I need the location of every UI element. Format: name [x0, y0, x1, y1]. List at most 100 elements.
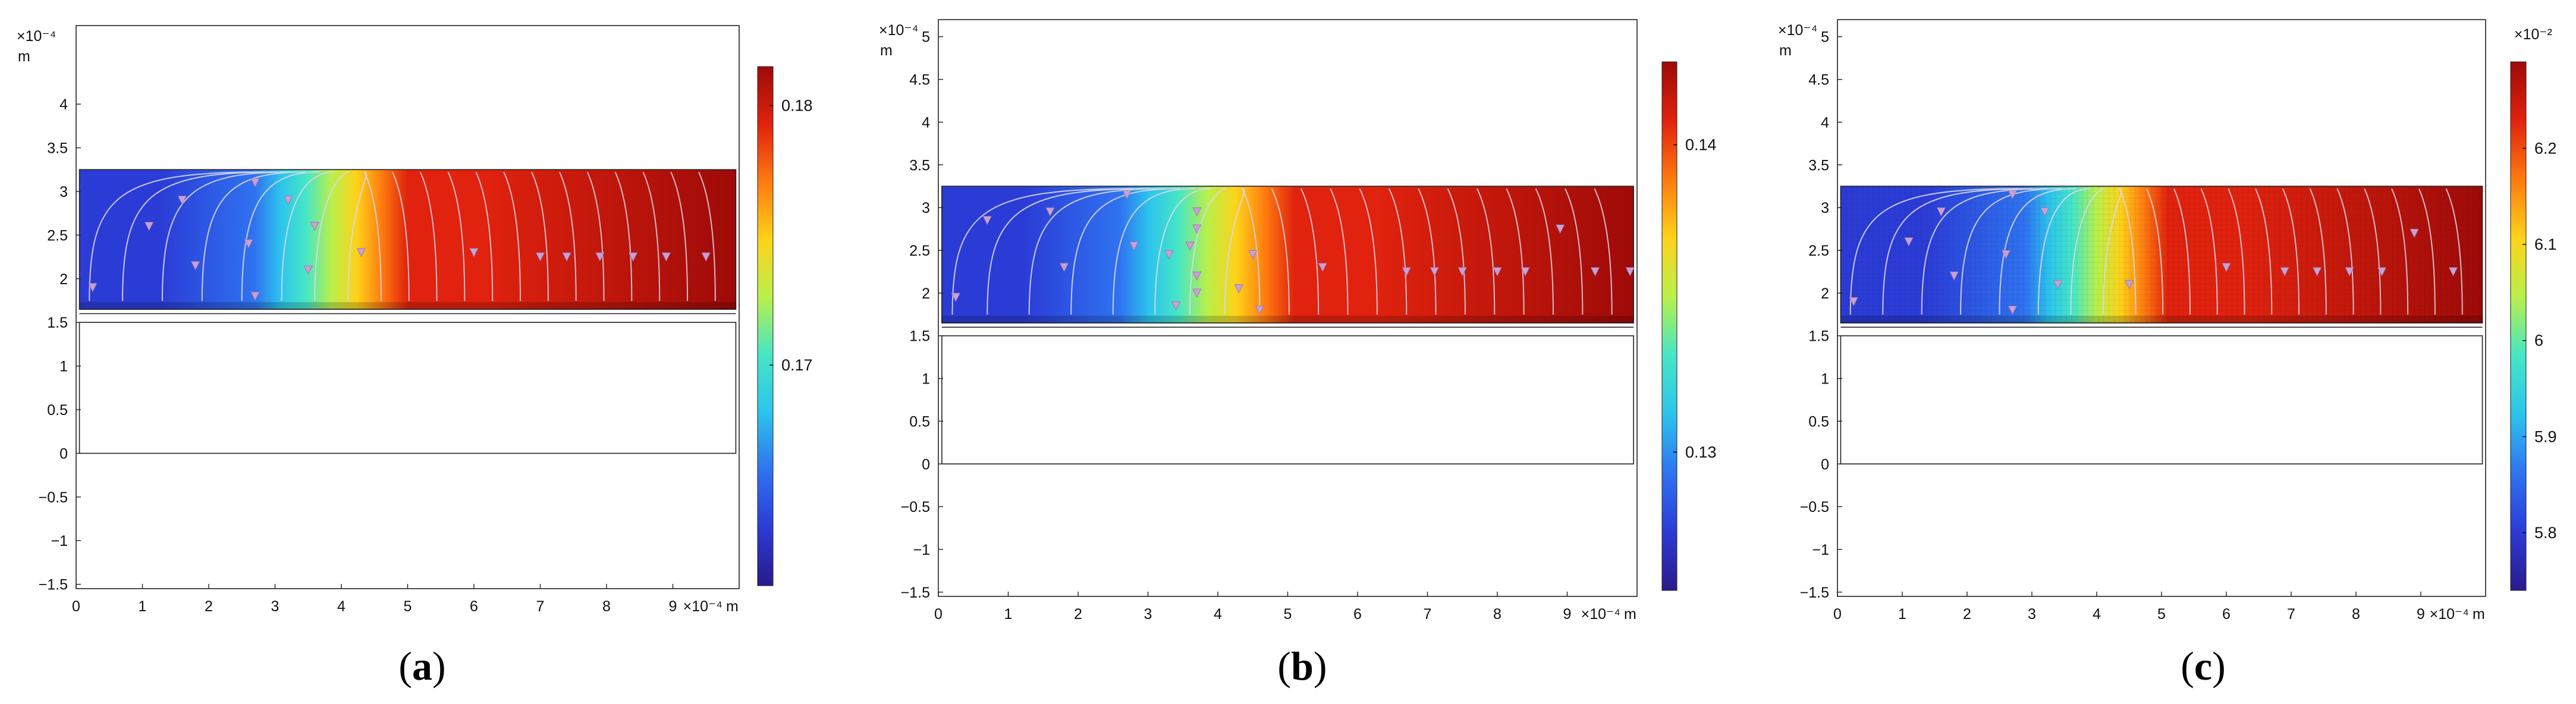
streamline-arrow [1402, 267, 1411, 276]
streamline-arrow [144, 222, 154, 231]
lower-domain-box [1840, 335, 2483, 465]
streamline-arrow [1493, 267, 1502, 276]
streamline-arrow [595, 252, 605, 262]
x-tick-label: 7 [1424, 606, 1432, 623]
y-tick-label: −1 [51, 533, 68, 549]
x-tick-label: 2 [1963, 606, 1971, 623]
y-tick-label: 0.5 [1808, 413, 1829, 430]
panel-2: 0 1 2 3 4 5 6 7 8 9 ×10⁻⁴ m−1.5−1−0.500.511.522.533… [1778, 19, 2557, 689]
y-tick-label: 0 [59, 445, 68, 462]
y-tick-label: −1.5 [39, 577, 68, 593]
colorbar-tick-label: 6 [2534, 332, 2543, 350]
y-tick-label: 5 [922, 29, 930, 46]
x-tick-label: 3 [2028, 606, 2036, 623]
streamline-arrow [2345, 267, 2354, 276]
y-tick-label: 4.5 [1808, 72, 1829, 89]
streamline-arrow [250, 291, 260, 301]
y-unit-label: m [880, 42, 893, 59]
x-tick-label: 8 [1493, 606, 1501, 623]
streamline-arrow [1904, 237, 1914, 247]
streamline-arrow [469, 248, 479, 257]
streamline-arrow [951, 293, 961, 302]
y-tick-label: 4.5 [909, 72, 930, 89]
y-tick-label: 0 [1821, 456, 1829, 473]
x-tick-label: 6 [1353, 606, 1362, 623]
field-region [78, 169, 737, 310]
x-unit-label: m [1624, 606, 1636, 623]
x-unit-label: m [726, 598, 739, 615]
panel-0: 0 1 2 3 4 5 6 7 8 9 ×10⁻⁴ m−1.5−1−0.500.511.522.533… [17, 25, 813, 689]
panel-1: 0 1 2 3 4 5 6 7 8 9 ×10⁻⁴ m−1.5−1−0.500.511.522.533… [879, 19, 1717, 689]
streamline-arrow [2448, 267, 2458, 276]
streamline-arrow [1457, 267, 1467, 276]
x-tick-label: 3 [271, 598, 279, 615]
x-tick-label: 0 [934, 606, 943, 623]
streamline-arrow [1255, 306, 1265, 315]
streamline-arrow [2001, 250, 2011, 260]
y-scale-label: ×10⁻⁴ [1778, 22, 1817, 39]
x-tick-label: 7 [2287, 606, 2295, 623]
streamline-arrow [1122, 190, 1132, 200]
colorbar-scale-label: ×10⁻² [2514, 26, 2552, 43]
streamline-arrow [1521, 267, 1530, 276]
y-tick-label: 3.5 [47, 140, 68, 157]
y-tick-label: −1.5 [901, 584, 930, 601]
x-tick-label: 4 [337, 598, 345, 615]
y-tick-label: −1 [1812, 542, 1829, 558]
x-tick-label: 9 [1563, 606, 1572, 623]
y-tick-label: 1 [922, 371, 930, 388]
x-tick-label: 0 [72, 598, 80, 615]
y-tick-label: −1.5 [1800, 584, 1829, 601]
x-scale-label: ×10⁻⁴ [683, 598, 722, 615]
y-tick-label: 5 [1821, 29, 1829, 46]
y-tick-label: 2.5 [909, 243, 930, 259]
y-tick-label: 4 [1821, 114, 1829, 131]
x-tick-label: 4 [2093, 606, 2101, 623]
x-scale-label: ×10⁻⁴ [1581, 606, 1620, 623]
y-scale-label: ×10⁻⁴ [879, 22, 918, 39]
y-tick-label: 3.5 [1808, 157, 1829, 174]
x-tick-label: 9 [669, 598, 677, 615]
x-tick-label: 1 [139, 598, 147, 615]
streamline-arrow [1949, 271, 1959, 281]
field-region [941, 186, 1634, 323]
streamlines [951, 188, 1613, 315]
x-unit-label: m [2473, 606, 2485, 623]
streamline-arrow [1556, 224, 1565, 234]
x-scale-label: ×10⁻⁴ [2430, 606, 2469, 623]
x-tick-label: 0 [1833, 606, 1842, 623]
colorbar [2510, 61, 2527, 591]
colorbar [1661, 61, 1677, 591]
x-tick-label: 2 [205, 598, 213, 615]
colorbar-tick-label: 0.17 [781, 356, 813, 374]
streamline-arrow [2040, 207, 2050, 217]
colorbar-tick-label: 0.18 [781, 96, 813, 114]
streamline-arrow [1849, 297, 1858, 307]
streamline-arrow [1129, 241, 1139, 251]
x-tick-label: 6 [2222, 606, 2231, 623]
streamline-arrow [1234, 284, 1243, 294]
panel-caption: (a) [398, 643, 445, 689]
streamline-arrow [1164, 250, 1174, 260]
streamline-arrow [535, 252, 545, 262]
streamline-arrow [1185, 241, 1195, 251]
streamline-arrow [356, 248, 366, 257]
colorbar-tick-label: 6.1 [2534, 235, 2557, 253]
streamline-arrow [1625, 267, 1635, 276]
x-tick-label: 5 [404, 598, 412, 615]
streamline-arrow [284, 196, 293, 205]
streamline-arrow [1936, 207, 1946, 217]
x-tick-label: 9 [2417, 606, 2425, 623]
x-tick-label: 2 [1074, 606, 1082, 623]
streamline-arrow [1192, 271, 1202, 281]
lower-domain-box [78, 322, 737, 454]
streamline-arrow [628, 252, 638, 262]
x-tick-label: 5 [2157, 606, 2166, 623]
streamline-arrow [562, 252, 571, 262]
y-tick-label: −0.5 [39, 489, 68, 506]
streamlines [1849, 188, 2463, 315]
streamline-arrow [1590, 267, 1600, 276]
colorbar-tick-label: 0.13 [1685, 443, 1717, 461]
